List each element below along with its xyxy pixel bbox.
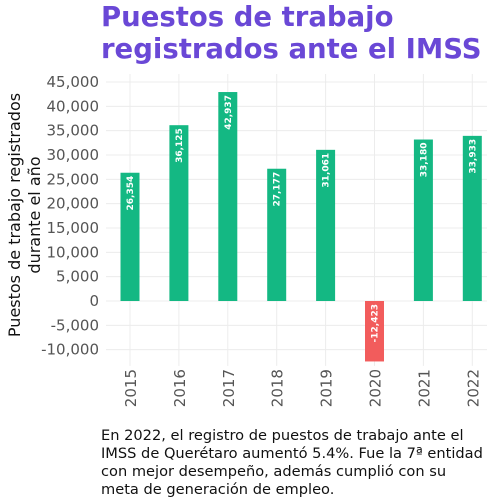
x-tick-label: 2018 <box>269 369 287 407</box>
bars <box>120 92 482 362</box>
data-label-2016: 36,125 <box>175 128 185 163</box>
y-tick-label: 35,000 <box>47 122 100 140</box>
bar-chart: 45,000 40,000 35,000 30,000 25,000 20,000 15,0… <box>5 73 487 407</box>
caption-text: En 2022, el registro de puestos de traba… <box>101 427 483 498</box>
bar-2021 <box>413 139 433 301</box>
data-labels: 26,354 36,125 42,937 27,177 31,061 -12,423 33,… <box>126 95 478 342</box>
y-tick-label: 15,000 <box>47 219 100 237</box>
x-tick-label: 2017 <box>220 369 238 407</box>
bar-2022 <box>462 135 482 301</box>
x-tick-label: 2019 <box>318 369 336 407</box>
x-tick-label: 2022 <box>464 369 482 407</box>
y-tick-label: 30,000 <box>47 146 100 164</box>
y-axis: 45,000 40,000 35,000 30,000 25,000 20,000 15,0… <box>41 73 99 359</box>
y-tick-label: 45,000 <box>47 73 100 91</box>
x-tick-label: 2021 <box>415 369 433 407</box>
y-tick-label: 5,000 <box>56 268 99 286</box>
chart-title: Puestos de trabajo registrados ante el I… <box>101 1 482 65</box>
data-label-2017: 42,937 <box>224 95 234 130</box>
y-tick-label: -10,000 <box>41 341 99 359</box>
data-label-2018: 27,177 <box>273 172 283 207</box>
x-axis: 2015 2016 2017 2018 2019 2020 2021 2022 <box>122 369 482 407</box>
bar-2018 <box>267 168 287 301</box>
x-tick-label: 2020 <box>367 369 385 407</box>
bar-2017 <box>218 92 238 301</box>
data-label-2021: 33,180 <box>419 143 429 178</box>
data-label-2019: 31,061 <box>322 153 332 188</box>
y-tick-label: 20,000 <box>47 195 100 213</box>
bar-2016 <box>169 125 189 301</box>
bar-2020 <box>365 301 384 362</box>
x-tick-label: 2016 <box>171 369 189 407</box>
data-label-2020: -12,423 <box>371 304 381 342</box>
y-tick-label: 40,000 <box>47 97 100 115</box>
y-tick-label: 25,000 <box>47 170 100 188</box>
y-tick-label: 10,000 <box>47 243 100 261</box>
y-axis-label: Puestos de trabajo registradosdurante el… <box>5 93 44 337</box>
y-tick-label: -5,000 <box>51 316 99 334</box>
bar-2019 <box>316 149 336 301</box>
bar-2015 <box>120 172 140 301</box>
data-label-2022: 33,933 <box>468 139 478 174</box>
y-tick-label: 0 <box>89 292 99 310</box>
x-tick-label: 2015 <box>122 369 140 407</box>
data-label-2015: 26,354 <box>126 176 136 211</box>
